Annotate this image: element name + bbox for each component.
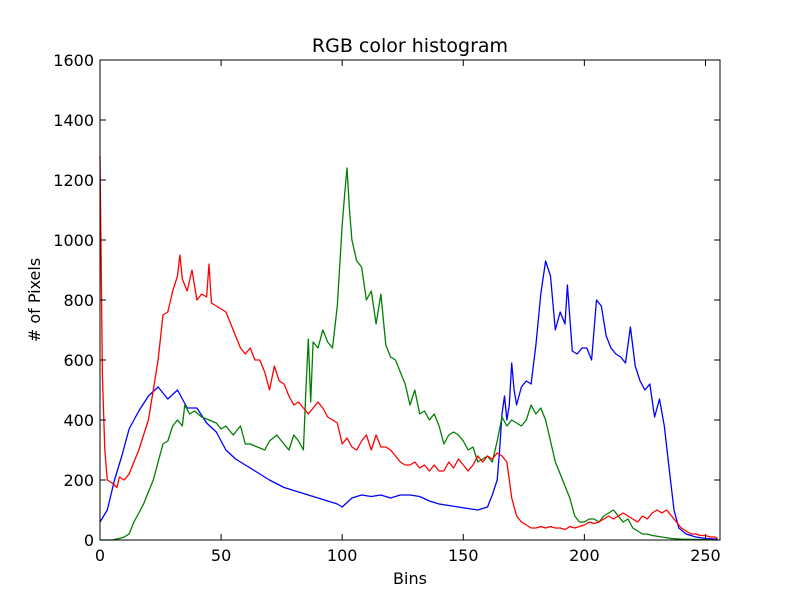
x-tick-label: 0 [95, 546, 105, 565]
x-tick-label: 200 [569, 546, 600, 565]
x-axis-label: Bins [393, 569, 427, 588]
y-tick-label: 1600 [53, 51, 94, 70]
plot-lines [99, 155, 718, 541]
chart-title: RGB color histogram [312, 35, 508, 57]
y-tick-label: 1200 [53, 171, 94, 190]
y-axis: 0 200 400 600 800 1000 1200 1400 1600 [53, 51, 720, 550]
x-axis: 0 50 100 150 200 250 [95, 60, 721, 565]
plot-frame [99, 59, 721, 541]
series-line-1 [100, 167, 718, 541]
x-tick-label: 250 [690, 546, 721, 565]
x-tick-label: 100 [327, 546, 358, 565]
x-tick-label: 50 [211, 546, 231, 565]
y-tick-label: 0 [84, 531, 94, 550]
y-tick-label: 1000 [53, 231, 94, 250]
series-line-2 [99, 155, 718, 540]
y-tick-label: 800 [63, 291, 94, 310]
x-tick-label: 150 [448, 546, 479, 565]
y-tick-label: 400 [63, 411, 94, 430]
y-tick-label: 200 [63, 471, 94, 490]
y-tick-label: 600 [63, 351, 94, 370]
series-line-0 [99, 260, 718, 540]
y-tick-label: 1400 [53, 111, 94, 130]
y-axis-label: # of Pixels [25, 258, 44, 342]
